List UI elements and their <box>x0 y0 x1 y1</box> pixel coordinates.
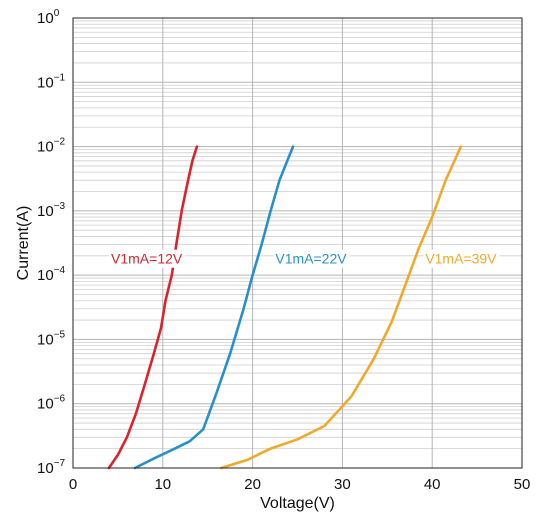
y-tick-label: 10−4 <box>37 265 66 284</box>
y-tick-label: 10−3 <box>37 201 66 220</box>
y-tick-exponent: −7 <box>54 458 66 469</box>
y-tick-base: 10 <box>37 74 54 91</box>
series-label: V1mA=22V <box>275 251 347 267</box>
y-tick-label: 100 <box>37 8 60 27</box>
x-tick-label: 40 <box>424 476 441 493</box>
series-line <box>107 145 199 470</box>
y-tick-label: 10−1 <box>37 72 66 91</box>
y-tick-base: 10 <box>37 396 54 413</box>
y-tick-exponent: −4 <box>54 265 66 276</box>
series-label: V1mA=39V <box>425 251 497 267</box>
x-tick-label: 10 <box>154 476 171 493</box>
x-tick-label: 30 <box>334 476 351 493</box>
series-line <box>219 145 463 470</box>
series-label: V1mA=12V <box>111 251 183 267</box>
series-label-group: V1mA=12V <box>109 249 185 268</box>
y-tick-base: 10 <box>37 331 54 348</box>
y-tick-label: 10−7 <box>37 458 66 477</box>
y-tick-label: 10−5 <box>37 329 66 348</box>
y-tick-exponent: −6 <box>54 394 66 405</box>
y-tick-label: 10−2 <box>37 137 66 156</box>
series-label-background <box>109 249 185 268</box>
y-tick-exponent: −1 <box>54 72 66 83</box>
series-layer <box>107 145 463 470</box>
x-tick-label: 20 <box>244 476 261 493</box>
axis-ticks: 0 10 20 30 40 5010−710−610−510−410−310−210−11… <box>37 8 530 493</box>
plot-frame <box>72 17 523 469</box>
y-tick-exponent: 0 <box>54 8 60 19</box>
series-line <box>133 145 295 470</box>
grid-lines <box>73 18 522 469</box>
y-tick-exponent: −3 <box>54 201 66 212</box>
y-tick-base: 10 <box>37 460 54 477</box>
series-label-background <box>273 249 350 268</box>
y-tick-exponent: −5 <box>54 329 66 340</box>
y-tick-base: 10 <box>37 10 54 27</box>
y-tick-exponent: −2 <box>54 137 66 148</box>
series-labels: V1mA=12V V1mA=22V V1mA=39V <box>109 249 500 268</box>
series-label-background <box>423 249 500 268</box>
y-tick-base: 10 <box>37 139 54 156</box>
x-tick-label: 50 <box>514 476 531 493</box>
y-tick-base: 10 <box>37 203 54 220</box>
x-tick-label: 0 <box>69 476 77 493</box>
series-label-group: V1mA=39V <box>423 249 500 268</box>
x-axis-title: Voltage(V) <box>260 495 335 512</box>
y-axis-title: Current(A) <box>15 206 32 281</box>
series-label-group: V1mA=22V <box>273 249 350 268</box>
y-tick-label: 10−6 <box>37 394 66 413</box>
y-tick-base: 10 <box>37 267 54 284</box>
